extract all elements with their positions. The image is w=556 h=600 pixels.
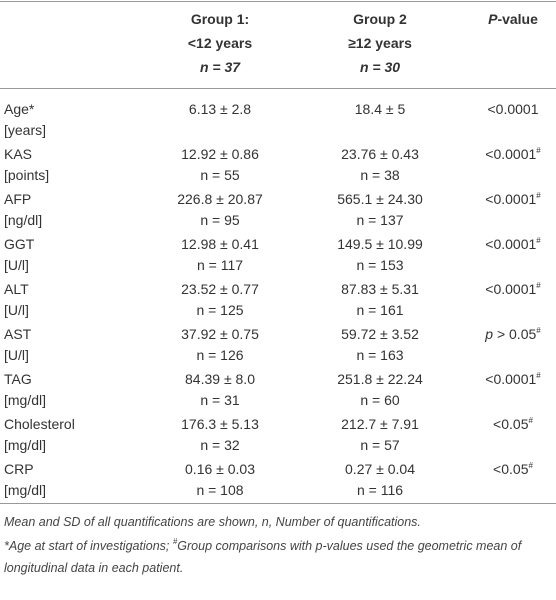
superscript: # xyxy=(536,371,541,380)
cell: n = 32 xyxy=(200,437,240,453)
row-label: [mg/dl] xyxy=(4,392,47,408)
row-label: [U/l] xyxy=(4,302,29,318)
row-label: [mg/dl] xyxy=(4,482,47,498)
rule xyxy=(0,503,556,504)
cell: 59.72 ± 3.52 xyxy=(341,326,419,342)
cell: n = 163 xyxy=(356,347,404,363)
row-label: [U/l] xyxy=(4,257,29,273)
cell: 12.92 ± 0.86 xyxy=(181,146,259,162)
cell: 6.13 ± 2.8 xyxy=(188,101,252,117)
row-label: [U/l] xyxy=(4,347,29,363)
p-value: <0.0001# xyxy=(485,145,540,163)
p-value: p > 0.05# xyxy=(485,325,540,343)
text: Mean and SD of all quantifications are s… xyxy=(4,515,421,529)
cell: 251.8 ± 22.24 xyxy=(337,371,423,387)
text: *Age at start of investigations; xyxy=(4,539,173,553)
superscript: # xyxy=(172,537,178,546)
cell: n = 125 xyxy=(196,302,244,318)
cell: 212.7 ± 7.91 xyxy=(341,416,419,432)
superscript: # xyxy=(536,146,541,155)
row-label: Cholesterol xyxy=(4,416,75,432)
cell: 0.27 ± 0.04 xyxy=(345,461,415,477)
cell: n = 137 xyxy=(356,212,404,228)
text: <0.0001 xyxy=(485,281,537,297)
row-label: AST xyxy=(4,326,32,342)
p-value: <0.0001# xyxy=(485,235,540,253)
p-value: <0.0001# xyxy=(485,190,540,208)
row-label: [points] xyxy=(4,167,50,183)
row-label: [ng/dl] xyxy=(4,212,43,228)
cell: 37.92 ± 0.75 xyxy=(181,326,259,342)
text: <0.0001 xyxy=(487,101,539,117)
header-cell: ≥12 years xyxy=(348,35,412,51)
cell: n = 95 xyxy=(200,212,240,228)
superscript: # xyxy=(536,281,541,290)
superscript: # xyxy=(536,236,541,245)
p-value: <0.0001# xyxy=(485,370,540,388)
italic-text: P xyxy=(488,11,498,27)
row-label: [years] xyxy=(4,122,47,138)
cell: n = 126 xyxy=(196,347,244,363)
text: <0.0001 xyxy=(485,371,537,387)
italic-text: p xyxy=(485,326,494,342)
cell: 176.3 ± 5.13 xyxy=(181,416,259,432)
text: > 0.05 xyxy=(493,326,537,342)
cell: 23.52 ± 0.77 xyxy=(181,281,259,297)
cell: n = 38 xyxy=(360,167,400,183)
text: <0.05 xyxy=(493,461,529,477)
footnote: Mean and SD of all quantifications are s… xyxy=(4,511,552,533)
superscript: # xyxy=(528,461,533,470)
cell: n = 108 xyxy=(196,482,244,498)
text: <0.0001 xyxy=(485,146,537,162)
cell: n = 116 xyxy=(356,482,404,498)
cell: n = 161 xyxy=(356,302,404,318)
row-label: AFP xyxy=(4,191,32,207)
p-value: <0.05# xyxy=(493,415,533,433)
superscript: # xyxy=(536,191,541,200)
cell: n = 31 xyxy=(200,392,240,408)
rule xyxy=(0,88,556,89)
row-label: [mg/dl] xyxy=(4,437,47,453)
header-cell: n = 37 xyxy=(199,59,241,75)
cell: 565.1 ± 24.30 xyxy=(337,191,423,207)
text: <0.0001 xyxy=(485,236,537,252)
row-label: Age* xyxy=(4,101,35,117)
header-cell: Group 2 xyxy=(353,11,407,27)
cell: n = 153 xyxy=(356,257,404,273)
text: <0.0001 xyxy=(485,191,537,207)
text: <0.05 xyxy=(493,416,529,432)
p-value: <0.0001# xyxy=(485,280,540,298)
header-cell: Group 1: xyxy=(190,11,250,27)
cell: 0.16 ± 0.03 xyxy=(185,461,255,477)
rule xyxy=(0,1,556,2)
header-cell: P-value xyxy=(488,10,538,28)
p-value: <0.0001 xyxy=(488,100,539,118)
superscript: # xyxy=(528,416,533,425)
text: Group comparisons with p-values used the… xyxy=(4,539,522,575)
row-label: CRP xyxy=(4,461,34,477)
row-label: TAG xyxy=(4,371,32,387)
footnote: *Age at start of investigations; #Group … xyxy=(4,535,552,579)
header-cell: <12 years xyxy=(187,35,253,51)
cell: 226.8 ± 20.87 xyxy=(177,191,263,207)
row-label: ALT xyxy=(4,281,29,297)
cell: 18.4 ± 5 xyxy=(354,101,406,117)
p-value: <0.05# xyxy=(493,460,533,478)
cell: 12.98 ± 0.41 xyxy=(181,236,259,252)
cell: n = 57 xyxy=(360,437,400,453)
cell: 87.83 ± 5.31 xyxy=(341,281,419,297)
cell: 23.76 ± 0.43 xyxy=(341,146,419,162)
cell: n = 60 xyxy=(360,392,400,408)
header-cell: n = 30 xyxy=(359,59,401,75)
cell: n = 55 xyxy=(200,167,240,183)
cell: n = 117 xyxy=(196,257,244,273)
row-label: GGT xyxy=(4,236,35,252)
superscript: # xyxy=(536,326,541,335)
cell: 84.39 ± 8.0 xyxy=(185,371,255,387)
text: -value xyxy=(497,11,538,27)
cell: 149.5 ± 10.99 xyxy=(337,236,423,252)
row-label: KAS xyxy=(4,146,33,162)
